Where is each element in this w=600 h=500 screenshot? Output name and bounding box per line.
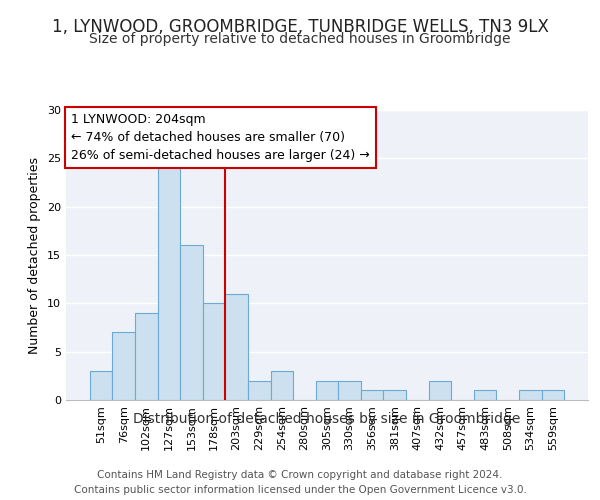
Bar (383, 390, 406, 400)
Text: 1 LYNWOOD: 204sqm
← 74% of detached houses are smaller (70)
26% of semi-detached: 1 LYNWOOD: 204sqm ← 74% of detached hous… (71, 113, 370, 162)
Text: Contains HM Land Registry data © Crown copyright and database right 2024.
Contai: Contains HM Land Registry data © Crown c… (74, 470, 526, 495)
Bar (271, 371, 293, 400)
Bar (112, 332, 135, 400)
Bar (180, 246, 203, 400)
Bar (428, 380, 451, 400)
Bar (361, 390, 383, 400)
Bar (135, 313, 158, 400)
Bar (90, 371, 112, 400)
Bar (248, 380, 271, 400)
Bar (474, 390, 496, 400)
Bar (158, 158, 180, 400)
Bar (542, 390, 564, 400)
Text: 1, LYNWOOD, GROOMBRIDGE, TUNBRIDGE WELLS, TN3 9LX: 1, LYNWOOD, GROOMBRIDGE, TUNBRIDGE WELLS… (52, 18, 548, 36)
Text: Distribution of detached houses by size in Groombridge: Distribution of detached houses by size … (133, 412, 521, 426)
Bar (226, 294, 248, 400)
Bar (203, 304, 226, 400)
Text: Size of property relative to detached houses in Groombridge: Size of property relative to detached ho… (89, 32, 511, 46)
Bar (338, 380, 361, 400)
Bar (519, 390, 542, 400)
Bar (316, 380, 338, 400)
Y-axis label: Number of detached properties: Number of detached properties (28, 156, 41, 354)
